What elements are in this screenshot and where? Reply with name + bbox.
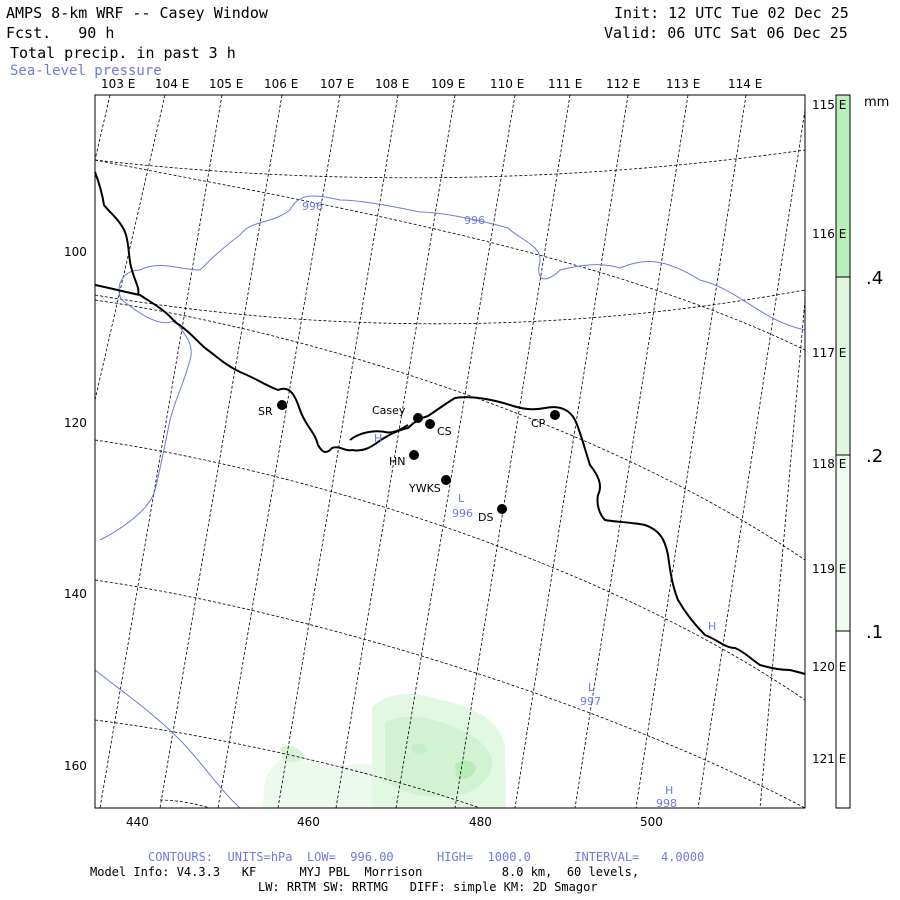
x-tick: 500 xyxy=(640,815,663,829)
physics-info: LW: RRTM SW: RRTMG DIFF: simple KM: 2D S… xyxy=(258,880,598,894)
station-label-cp: CP xyxy=(531,417,546,430)
lon-label: 108 E xyxy=(375,77,410,91)
lon-label-right: 115 E xyxy=(812,98,847,112)
lon-label-right: 116 E xyxy=(812,227,847,241)
station-marker-ds xyxy=(497,504,507,514)
station-marker-cs xyxy=(425,419,435,429)
station-marker-hn xyxy=(409,450,419,460)
colorbar-label: .4 xyxy=(866,268,884,289)
coastline xyxy=(94,171,806,675)
pressure-contours xyxy=(94,195,806,809)
colorbar-unit: mm xyxy=(864,95,890,110)
contour-info: CONTOURS: UNITS=hPa LOW= 996.00 HIGH= 10… xyxy=(148,850,705,864)
high-pressure-label: H xyxy=(665,784,674,797)
station-label-ywks: YWKS xyxy=(409,482,441,495)
station-marker-cp xyxy=(550,410,560,420)
lon-label: 109 E xyxy=(431,77,466,91)
lon-label: 104 E xyxy=(155,77,190,91)
lon-label: 114 E xyxy=(728,77,763,91)
lon-label: 111 E xyxy=(548,77,583,91)
low-pressure-label: L xyxy=(588,681,595,694)
lon-label-right: 118 E xyxy=(812,457,847,471)
lon-label: 107 E xyxy=(320,77,355,91)
station-label-ds: DS xyxy=(478,511,494,524)
isobar-label: 996 xyxy=(302,200,323,213)
lon-label-right: 120 E xyxy=(812,660,847,674)
colorbar xyxy=(835,94,851,809)
high-pressure-label: H xyxy=(374,432,383,445)
lon-label: 105 E xyxy=(209,77,244,91)
high-pressure-label: H xyxy=(708,620,717,633)
model-info: Model Info: V4.3.3 KF MYJ PBL Morrison 8… xyxy=(90,865,640,879)
station-label-casey: Casey xyxy=(372,404,406,417)
pressure-value-label: 996 xyxy=(452,507,473,520)
valid-time: Valid: 06 UTC Sat 06 Dec 25 xyxy=(604,24,848,42)
precip-shading xyxy=(262,694,506,808)
lon-label: 103 E xyxy=(101,77,136,91)
lon-label-right: 121 E xyxy=(812,752,847,766)
graticule xyxy=(94,94,806,809)
station-markers xyxy=(277,400,560,514)
low-pressure-label: L xyxy=(458,492,465,505)
contour-field-name: Sea-level pressure xyxy=(10,63,162,79)
lon-label: 113 E xyxy=(666,77,701,91)
station-label-cs: CS xyxy=(437,425,452,438)
y-tick: 140 xyxy=(64,587,87,601)
station-label-hn: HN xyxy=(389,455,406,468)
y-tick: 100 xyxy=(64,245,87,259)
station-marker-sr xyxy=(277,400,287,410)
x-tick: 440 xyxy=(126,815,149,829)
pressure-value-label: 998 xyxy=(656,797,677,810)
colorbar-label: .2 xyxy=(866,446,884,467)
isobar-label: 996 xyxy=(464,214,485,227)
init-time: Init: 12 UTC Tue 02 Dec 25 xyxy=(614,4,849,22)
map-frame xyxy=(94,94,806,809)
colorbar-label: .1 xyxy=(866,622,884,643)
station-marker-ywks xyxy=(441,475,451,485)
lon-label-right: 117 E xyxy=(812,346,847,360)
map-title: AMPS 8-km WRF -- Casey Window xyxy=(6,4,268,22)
x-tick: 480 xyxy=(469,815,492,829)
pressure-value-label: 997 xyxy=(580,695,601,708)
forecast-hour: Fcst. 90 h xyxy=(6,24,115,42)
lon-label: 112 E xyxy=(606,77,641,91)
lon-label: 110 E xyxy=(490,77,525,91)
station-marker-casey xyxy=(413,413,423,423)
y-tick: 120 xyxy=(64,416,87,430)
y-tick: 160 xyxy=(64,759,87,773)
x-tick: 460 xyxy=(297,815,320,829)
lon-label: 106 E xyxy=(264,77,299,91)
station-label-sr: SR xyxy=(258,405,273,418)
lon-label-right: 119 E xyxy=(812,562,847,576)
field-name: Total precip. in past 3 h xyxy=(10,44,236,62)
